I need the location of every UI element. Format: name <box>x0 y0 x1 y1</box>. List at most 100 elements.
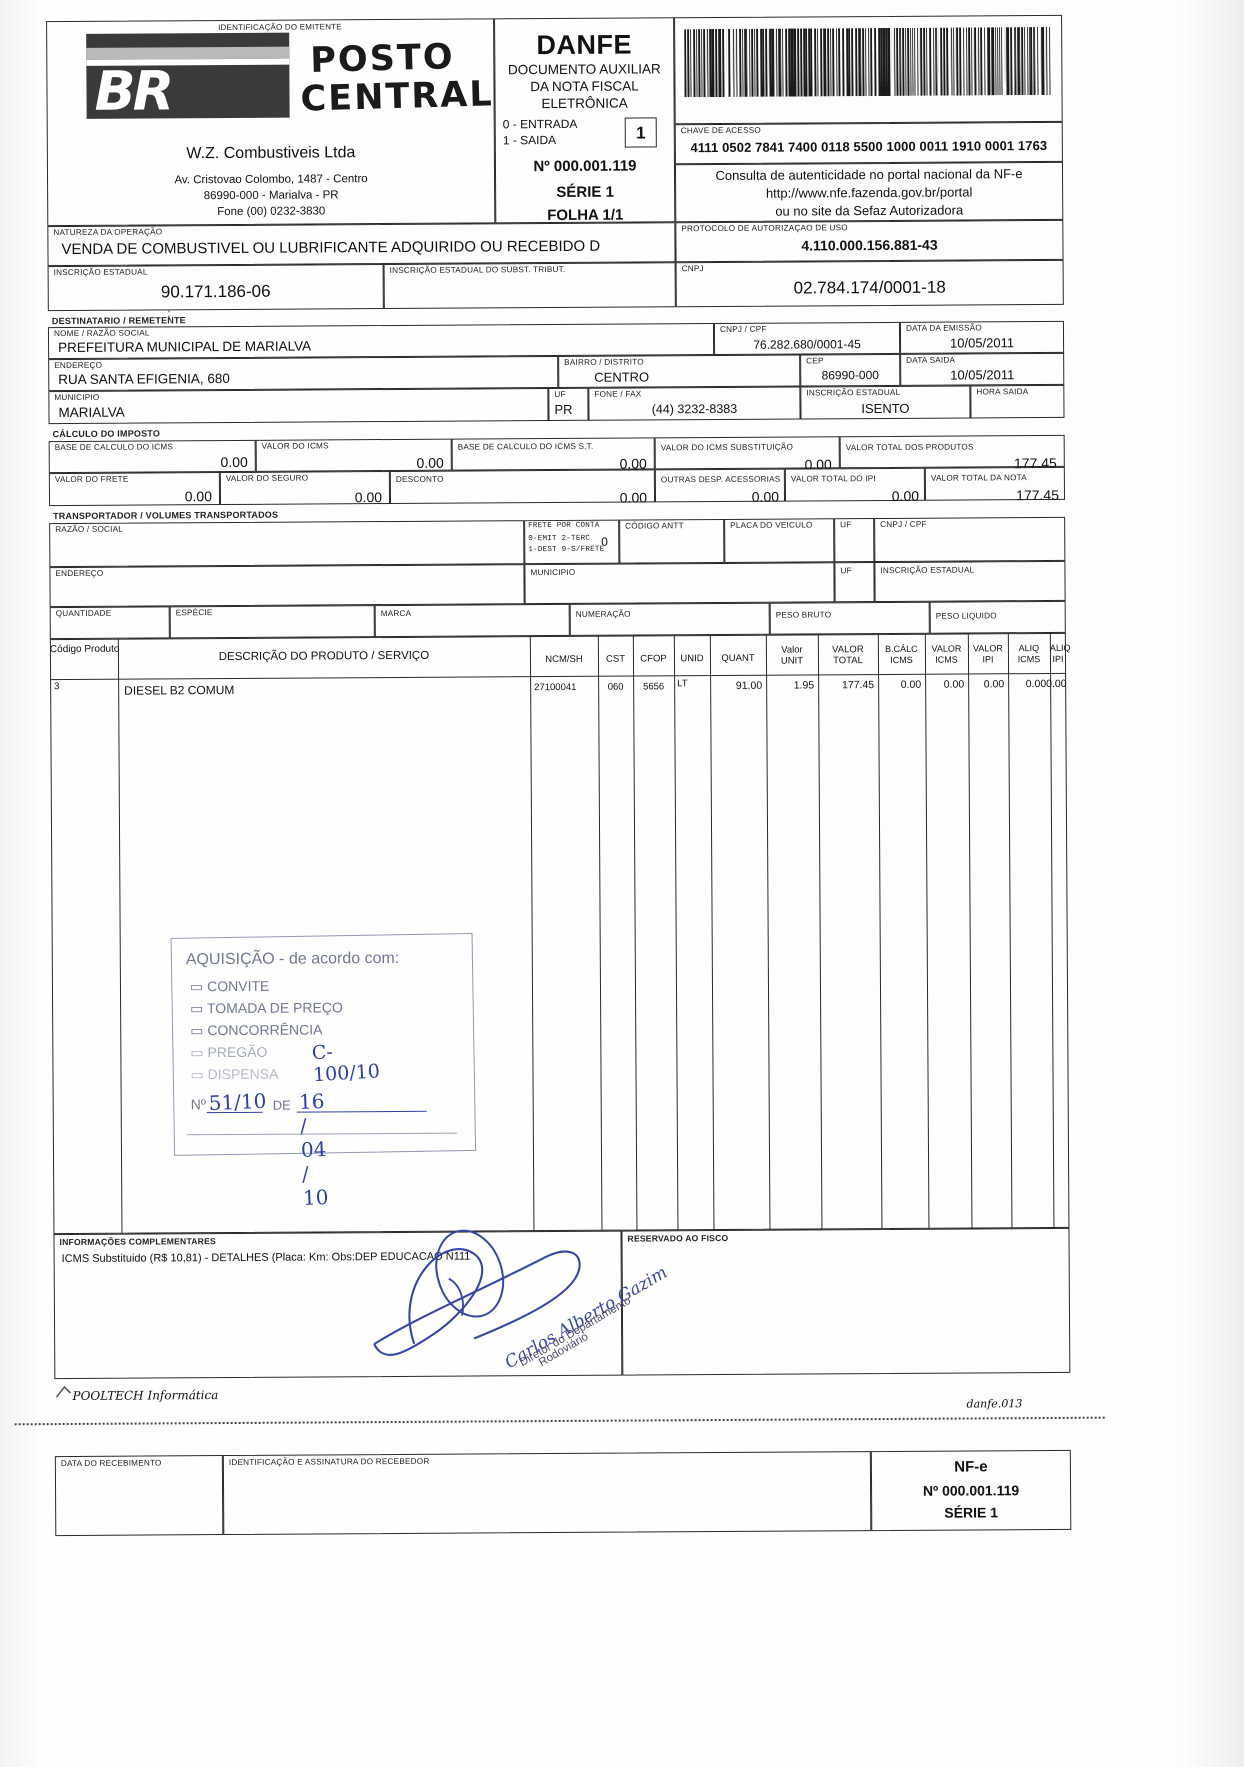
stamp-checkbox-convite: ▭ CONVITE <box>189 977 270 995</box>
transp-endereco-box <box>49 564 525 608</box>
protocolo-value: 4.110.000.156.881-43 <box>801 236 938 254</box>
dest-municipio-label: MUNICIPIO <box>54 392 100 403</box>
col-header-aliq-icms: ALIQ ICMS <box>1017 643 1041 665</box>
transp-endereco-label: ENDEREÇO <box>55 568 104 579</box>
saida-label: 1 - SAIDA <box>502 132 557 148</box>
document-sheet: IDENTIFICAÇÃO DO EMITENTE BR POSTO CENTR… <box>14 5 1105 1741</box>
placa-label: PLACA DO VEICULO <box>730 520 813 530</box>
v-frete-label: VALOR DO FRETE <box>54 474 129 485</box>
emitente-section-label: IDENTIFICAÇÃO DO EMITENTE <box>218 22 342 33</box>
v-seguro-value: 0.00 <box>354 489 383 506</box>
row-cfop: 5656 <box>643 681 665 693</box>
dest-nome-label: NOME / RAZÃO SOCIAL <box>53 328 150 339</box>
col-header-ncm: NCM/SH <box>545 653 583 666</box>
reservado-fisco-box <box>621 1227 1071 1376</box>
v-frete-value: 0.00 <box>184 488 213 505</box>
danfe-title: DANFE <box>536 29 633 61</box>
natureza-value: VENDA DE COMBUSTIVEL OU LUBRIFICANTE ADQ… <box>61 237 601 259</box>
stamp-checkbox-tomada: ▭ TOMADA DE PREÇO <box>190 999 343 1017</box>
row-ncm: 27100041 <box>534 681 577 694</box>
software-name: POOLTECH Informática <box>72 1388 219 1403</box>
transp-ie-label: INSCRIÇÃO ESTADUAL <box>880 565 975 576</box>
v-total-nota-value: 177.45 <box>1016 486 1060 504</box>
acquisition-stamp <box>167 315 170 318</box>
dest-endereco-label: ENDEREÇO <box>54 360 103 371</box>
br-logo: BR <box>86 32 290 119</box>
row-valor-total: 177.45 <box>841 679 875 692</box>
col-header-codigo: Código Produto <box>49 643 120 656</box>
transp-razao-label: RAZÃO / SOCIAL <box>55 524 124 535</box>
frete-conta-label-2: 0-EMIT 2-TERC <box>528 534 591 544</box>
col-header-valor-unit: Valor UNIT <box>780 644 804 667</box>
brand-line1: POSTO <box>309 37 456 81</box>
stamp-option-dispensa: DISPENSA <box>207 1065 279 1083</box>
v-icms-label: VALOR DO ICMS <box>261 441 329 451</box>
transp-municipio-label: MUNICIPIO <box>530 567 576 578</box>
danfe-subtitle-2: DA NOTA FISCAL <box>530 78 639 95</box>
dest-uf-label: UF <box>554 389 566 400</box>
danfe-subtitle-3: ELETRÔNICA <box>541 95 628 112</box>
reservado-fisco-label: RESERVADO AO FISCO <box>627 1232 729 1244</box>
natureza-label: NATUREZA DA OPERAÇÃO <box>53 227 163 238</box>
dest-bairro-value: CENTRO <box>594 369 650 385</box>
col-header-codigo-text: Código Produto <box>49 643 120 656</box>
desconto-label: DESCONTO <box>395 474 444 484</box>
row-valor-unit: 1.95 <box>793 679 815 692</box>
v-icms-subst-label: VALOR DO ICMS SUBSTITUIÇÃO <box>660 442 794 453</box>
stamp-option-tomada: TOMADA DE PREÇO <box>206 999 343 1017</box>
bc-icms-st-label: BASE DE CALCULO DO ICMS S.T. <box>457 441 594 452</box>
chave-label: CHAVE DE ACESSO <box>680 125 761 136</box>
cnpj-label: CNPJ <box>681 264 704 274</box>
transportador-section-label: TRANSPORTADOR / VOLUMES TRANSPORTADOS <box>53 509 279 522</box>
danfe-serie: SÉRIE 1 <box>556 183 614 201</box>
imposto-section-label: CÁLCULO DO IMPOSTO <box>52 428 161 440</box>
transp-uf2-label: UF <box>840 566 852 576</box>
row-quant: 91.00 <box>735 679 763 692</box>
bc-icms-label: BASE DE CALCULO DO ICMS <box>54 442 174 453</box>
dest-cnpj-value: 76.282.680/0001-45 <box>753 337 861 352</box>
v-total-nota-label: VALOR TOTAL DA NOTA <box>930 473 1027 483</box>
ie-value: 90.171.186-06 <box>160 281 271 302</box>
row-unid: LT <box>677 678 688 690</box>
nfe-footer-serie: SÉRIE 1 <box>944 1504 999 1521</box>
nfe-footer-label: NF-e <box>954 1458 988 1476</box>
consulta-line-3: ou no site da Sefaz Autorizadora <box>775 202 964 219</box>
col-header-valor-icms: VALOR ICMS <box>931 643 962 665</box>
transp-uf-label: UF <box>840 520 852 530</box>
codigo-antt-label: CÓDIGO ANTT <box>625 521 684 531</box>
identificacao-recebedor-label: IDENTIFICAÇÃO E ASSINATURA DO RECEBEDOR <box>228 1456 430 1468</box>
col-header-bcalc-icms: B.CÁLC ICMS <box>885 643 918 665</box>
v-icms-value: 0.00 <box>416 454 444 471</box>
danfe-numero: Nº 000.001.119 <box>533 157 637 176</box>
bc-icms-value: 0.00 <box>220 453 248 471</box>
outras-desp-value: 0.00 <box>751 488 780 505</box>
col-header-quant: QUANT <box>721 652 755 664</box>
transp-peso-liquido-label: PESO LIQUIDO <box>935 611 997 621</box>
consulta-line-1: Consulta de autenticidade no portal naci… <box>715 166 1023 184</box>
dest-nome-value: PREFEITURA MUNICIPAL DE MARIALVA <box>58 338 312 356</box>
destinatario-section-label: DESTINATARIO / REMETENTE <box>51 315 186 327</box>
dest-ie-value: ISENTO <box>861 400 910 417</box>
protocolo-label: PROTOCOLO DE AUTORIZAÇAO DE USO <box>681 223 848 234</box>
danfe-footer-code: danfe.013 <box>966 1397 1023 1411</box>
v-total-produtos-label: VALOR TOTAL DOS PRODUTOS <box>845 442 974 453</box>
entry-exit-value: 1 <box>635 123 646 143</box>
transp-quantidade-label: QUANTIDADE <box>55 608 112 619</box>
dest-bairro-label: BAIRRO / DISTRITO <box>564 357 644 367</box>
nfe-footer-numero: Nº 000.001.119 <box>922 1482 1020 1499</box>
acquisition-stamp-box <box>169 320 172 323</box>
stamp-option-pregao: PREGÃO <box>207 1043 268 1061</box>
pooltech-logo-icon <box>55 1385 72 1398</box>
stamp-checkbox-concorrencia: ▭ CONCORRÊNCIA <box>190 1021 323 1039</box>
consulta-line-2: http://www.nfe.fazenda.gov.br/portal <box>765 184 973 201</box>
entrada-label: 0 - ENTRADA <box>502 116 578 132</box>
danfe-subtitle-1: DOCUMENTO AUXILIAR <box>507 61 661 78</box>
chave-value: 4111 0502 7841 7400 0118 5500 1000 0011 … <box>690 137 1048 156</box>
frete-conta-label-3: 1-DEST 9-S/FRETE <box>528 545 605 555</box>
col-header-unid: UNID <box>680 653 704 665</box>
row-valor-ipi: 0.00 <box>983 678 1005 691</box>
v-total-ipi-value: 0.00 <box>891 487 920 504</box>
ie-st-label: INSCRIÇÃO ESTADUAL DO SUBST. TRIBUT. <box>389 264 566 276</box>
